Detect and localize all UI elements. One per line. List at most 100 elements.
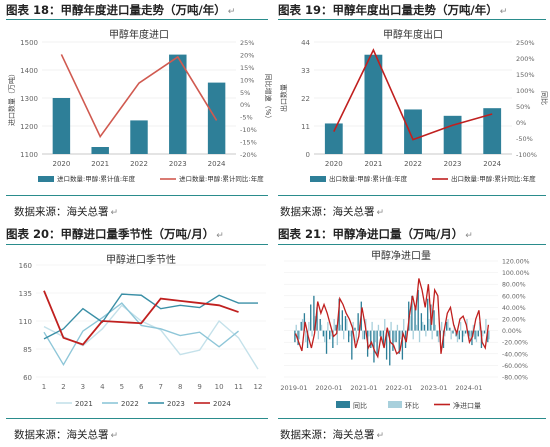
x-tick-label: 2019-01 bbox=[280, 384, 307, 392]
bar bbox=[468, 330, 470, 337]
chart-title: 甲醇净进口量 bbox=[371, 249, 431, 262]
bar bbox=[461, 330, 464, 343]
y2-tick-label: 0% bbox=[240, 101, 250, 109]
bar bbox=[463, 330, 465, 337]
x-tick-label: 2020 bbox=[52, 160, 70, 168]
bar bbox=[325, 330, 328, 354]
x-tick-label: 2022-01 bbox=[385, 384, 412, 392]
y2-tick-label: 5% bbox=[240, 89, 250, 97]
bar bbox=[487, 330, 489, 343]
series-line bbox=[60, 54, 218, 139]
y2-tick-label: -20% bbox=[240, 151, 257, 159]
x-tick-label: 2021 bbox=[364, 160, 382, 168]
bar bbox=[336, 330, 339, 346]
bar bbox=[364, 54, 383, 154]
bar bbox=[404, 109, 422, 154]
net-import-chart: 甲醇净进口量 120.00% 100.00% 80.00% 60.00% 40.00% 20… bbox=[280, 249, 530, 410]
x-tick-label: 5 bbox=[120, 383, 124, 391]
legend-label: 2024 bbox=[213, 400, 231, 408]
bar bbox=[433, 310, 435, 331]
bar bbox=[417, 290, 419, 331]
y2-tick-label: 80.00% bbox=[502, 282, 526, 289]
bar bbox=[436, 330, 438, 337]
bar bbox=[300, 321, 302, 331]
legend-label: 出口数量:甲醇:累计值:年度 bbox=[329, 174, 408, 183]
legend-swatch bbox=[388, 401, 402, 408]
bar bbox=[401, 330, 404, 360]
bar bbox=[449, 327, 451, 331]
bar bbox=[341, 310, 343, 331]
x-tick-label: 2022 bbox=[130, 160, 148, 168]
bar bbox=[374, 330, 376, 343]
bar bbox=[418, 330, 421, 343]
bar bbox=[352, 321, 354, 331]
bar bbox=[338, 298, 340, 331]
bar bbox=[370, 330, 372, 348]
panel-1-bottom-rule bbox=[6, 195, 268, 196]
x-tick-label: 4 bbox=[100, 383, 105, 391]
legend-label: 出口数量:甲醇:累计同比:年度 bbox=[451, 174, 536, 183]
y2-tick-label: -60.00% bbox=[502, 363, 528, 370]
bar bbox=[311, 330, 313, 337]
series-line bbox=[43, 290, 239, 346]
panel-3-title: 图表 20：甲醇进口量季节性（万吨/月） ↵ bbox=[6, 227, 224, 241]
y-tick-label: 1100 bbox=[20, 151, 38, 159]
bar bbox=[294, 330, 296, 343]
y-tick-label: 11 bbox=[301, 123, 310, 131]
y2-tick-label: 60.00% bbox=[502, 293, 526, 300]
bar bbox=[346, 319, 348, 331]
panel-2-source: 数据来源：海关总署 ↵ bbox=[280, 206, 385, 218]
panel-4-rule bbox=[278, 244, 546, 245]
bar bbox=[52, 98, 71, 154]
y2-axis-label: 同比 bbox=[540, 91, 549, 105]
bar bbox=[458, 330, 460, 340]
legend-label: 环比 bbox=[405, 401, 419, 410]
legend-label: 进口数量:甲醇:累计同比:年度 bbox=[179, 174, 264, 183]
bar bbox=[408, 301, 410, 331]
chart-title: 甲醇进口季节性 bbox=[106, 253, 176, 266]
y2-tick-label: -80.00% bbox=[502, 375, 528, 382]
bar bbox=[415, 324, 418, 331]
bar bbox=[207, 82, 226, 154]
bar bbox=[482, 330, 484, 337]
bar bbox=[414, 307, 416, 331]
bar bbox=[380, 330, 383, 340]
x-tick-label: 8 bbox=[178, 383, 182, 391]
x-tick-label: 2 bbox=[61, 383, 65, 391]
y-tick-label: 0 bbox=[306, 151, 310, 159]
y-tick-label: 1200 bbox=[20, 123, 38, 131]
x-tick-label: 2021 bbox=[91, 160, 109, 168]
bar bbox=[357, 313, 359, 331]
panel-4-source: 数据来源：海关总署 ↵ bbox=[280, 429, 385, 441]
bar bbox=[392, 330, 394, 351]
x-tick-label: 2023-01 bbox=[420, 384, 447, 392]
bar bbox=[483, 330, 486, 334]
bar bbox=[478, 321, 481, 331]
x-tick-label: 12 bbox=[254, 383, 263, 391]
y2-tick-label: -15% bbox=[240, 139, 257, 147]
legend-label: 净进口量 bbox=[453, 401, 481, 410]
bar bbox=[445, 321, 448, 331]
bar bbox=[409, 316, 411, 331]
y2-tick-label: 0% bbox=[516, 119, 526, 127]
bar bbox=[399, 330, 402, 340]
y2-tick-label: 40.00% bbox=[502, 305, 526, 312]
bar bbox=[363, 330, 366, 340]
bar bbox=[130, 120, 148, 154]
y-tick-label: 1500 bbox=[20, 39, 38, 47]
bar bbox=[319, 319, 321, 331]
return-arrow-icon: ↵ bbox=[376, 431, 385, 441]
bar bbox=[425, 330, 427, 337]
bar bbox=[452, 330, 454, 334]
bar bbox=[333, 319, 335, 331]
y-tick-label: 44 bbox=[301, 39, 310, 47]
legend-swatch bbox=[310, 176, 326, 182]
bar bbox=[444, 330, 446, 337]
x-tick-label: 10 bbox=[215, 383, 224, 391]
bar bbox=[456, 330, 459, 343]
y2-tick-label: 120.00% bbox=[502, 259, 530, 266]
series-line bbox=[333, 48, 493, 141]
bar bbox=[395, 330, 397, 343]
panel-3-rule bbox=[6, 244, 268, 245]
